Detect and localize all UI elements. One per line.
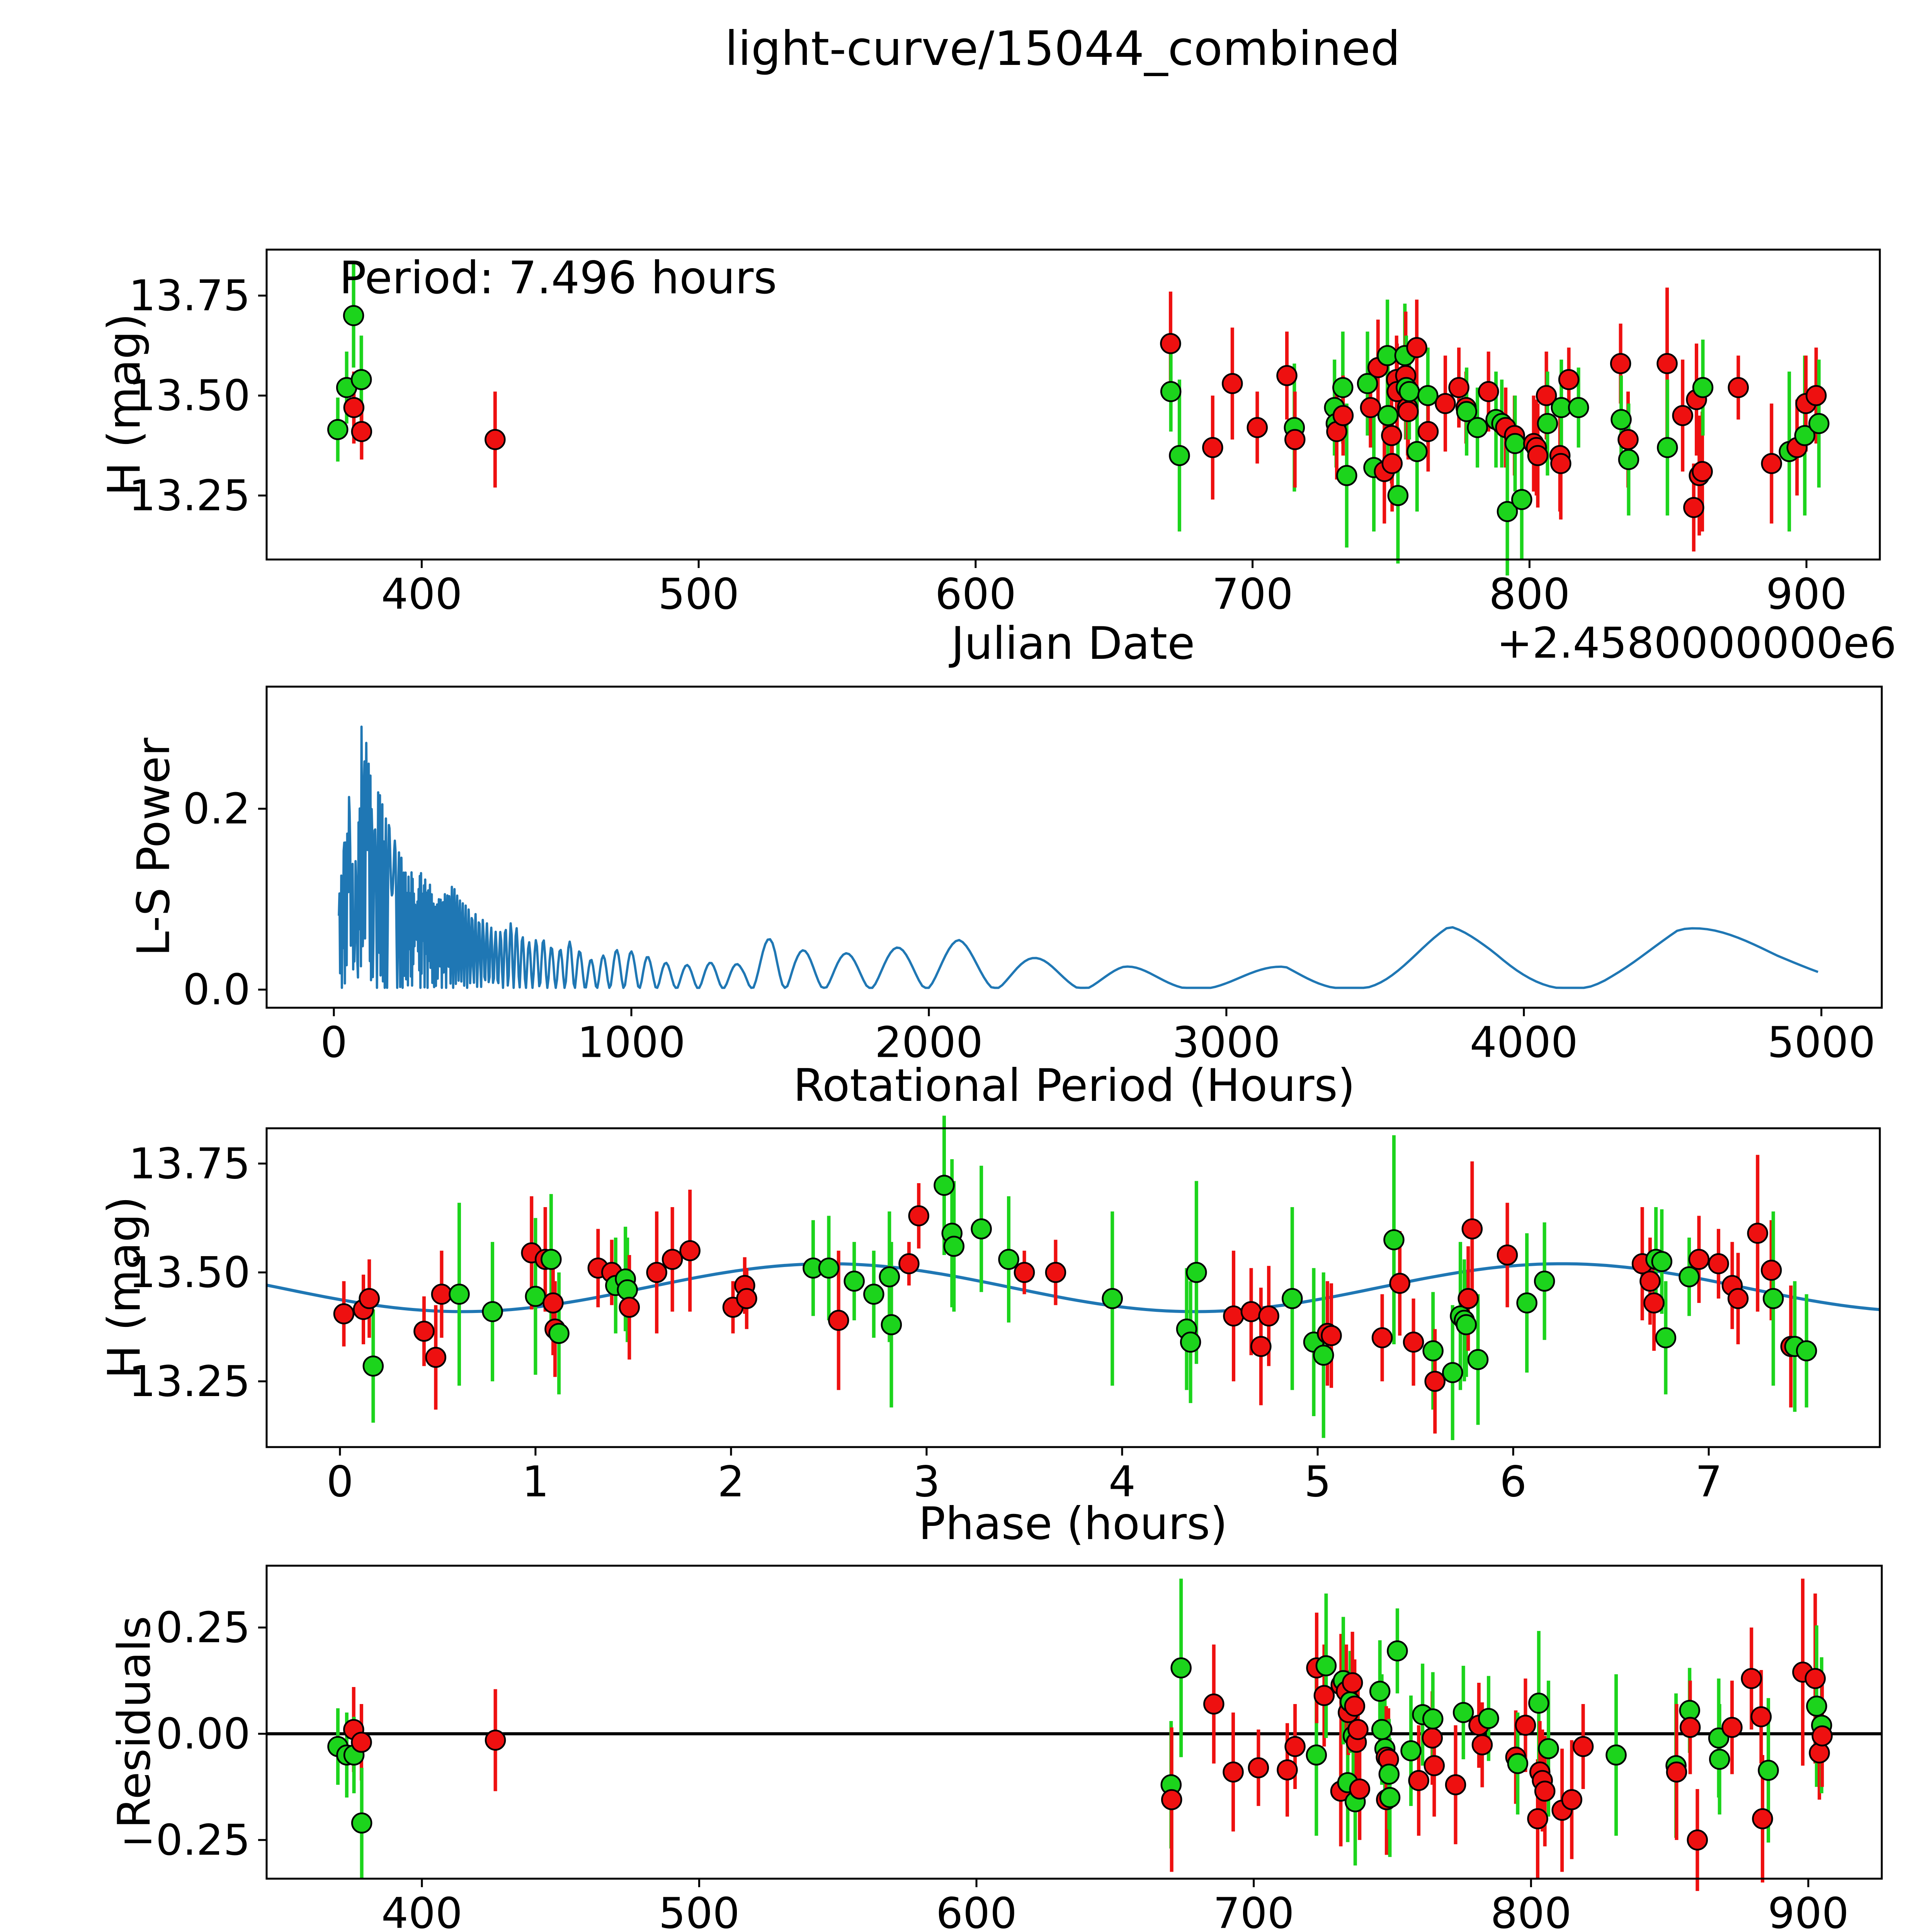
x-tick-label: 400 xyxy=(381,570,462,619)
phase-ylabel: H (mag) xyxy=(98,1196,151,1379)
x-tick-label: 3000 xyxy=(1172,1018,1281,1067)
x-tick-label: 0 xyxy=(320,1018,347,1067)
lightcurve-jd-plot: 400 500 600 700 800 900 13.25 13.50 13.75 xyxy=(129,248,1881,619)
x-tick-label: 4 xyxy=(1109,1457,1136,1507)
x-tick-label: 900 xyxy=(1766,570,1847,619)
phase-folded-plot: 0 1 2 3 4 5 6 7 13.25 13.50 13.75 xyxy=(129,1116,1881,1507)
x-tick-label: 600 xyxy=(935,570,1016,619)
residuals-ylabel: Residuals xyxy=(108,1616,161,1829)
y-tick-label: 13.25 xyxy=(129,1357,250,1406)
x-tick-label: 900 xyxy=(1768,1889,1849,1932)
x-tick-label: 7 xyxy=(1695,1457,1722,1507)
y-tick-label: 0.2 xyxy=(183,784,250,833)
y-tick-label: 13.25 xyxy=(129,471,250,520)
residuals-plot: 400 500 600 700 800 900 −0.25 0.00 0.25 xyxy=(120,1565,1883,1932)
x-tick-label: 500 xyxy=(658,570,739,619)
x-tick-label: 1000 xyxy=(577,1018,685,1067)
figure-title: light-curve/15044_combined xyxy=(724,21,1401,76)
lightcurve-xlabel: Julian Date xyxy=(951,617,1195,670)
x-tick-label: 5000 xyxy=(1767,1018,1876,1067)
lightcurve-ylabel: H (mag) xyxy=(98,313,151,496)
x-tick-label: 0 xyxy=(327,1457,354,1507)
y-tick-label: 13.75 xyxy=(129,1139,250,1188)
x-tick-label: 1 xyxy=(522,1457,549,1507)
x-tick-label: 2000 xyxy=(875,1018,983,1067)
x-tick-label: 700 xyxy=(1213,1889,1294,1932)
y-tick-label: 13.50 xyxy=(129,371,250,420)
x-tick-label: 700 xyxy=(1212,570,1293,619)
x-tick-label: 2 xyxy=(718,1457,745,1507)
x-tick-label: 800 xyxy=(1490,1889,1571,1932)
y-tick-label: 0.00 xyxy=(156,1709,250,1759)
x-tick-label: 500 xyxy=(658,1889,740,1932)
lightcurve-axis-offset: +2.4580000000e6 xyxy=(1497,618,1896,668)
y-tick-label: 13.75 xyxy=(129,271,250,320)
period-annotation: Period: 7.496 hours xyxy=(339,252,777,304)
x-tick-label: 800 xyxy=(1489,570,1570,619)
x-tick-label: 4000 xyxy=(1470,1018,1578,1067)
periodogram-ylabel: L-S Power xyxy=(128,738,180,956)
x-tick-label: 5 xyxy=(1304,1457,1331,1507)
phase-xlabel: Phase (hours) xyxy=(918,1498,1228,1550)
x-tick-label: 3 xyxy=(913,1457,940,1507)
y-tick-label: −0.25 xyxy=(120,1815,250,1865)
periodogram-xlabel: Rotational Period (Hours) xyxy=(793,1060,1355,1112)
y-tick-label: 0.25 xyxy=(156,1603,250,1652)
y-tick-label: 13.50 xyxy=(129,1248,250,1297)
x-tick-label: 600 xyxy=(936,1889,1017,1932)
y-tick-label: 0.0 xyxy=(183,965,250,1014)
periodogram-plot: 0 1000 2000 3000 4000 5000 0.0 0.2 xyxy=(183,685,1883,1067)
x-tick-label: 400 xyxy=(381,1889,463,1932)
x-tick-label: 6 xyxy=(1500,1457,1527,1507)
